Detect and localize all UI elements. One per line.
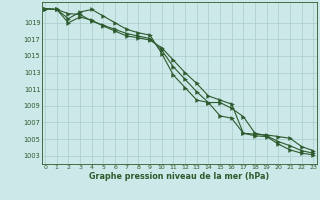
X-axis label: Graphe pression niveau de la mer (hPa): Graphe pression niveau de la mer (hPa) <box>89 172 269 181</box>
